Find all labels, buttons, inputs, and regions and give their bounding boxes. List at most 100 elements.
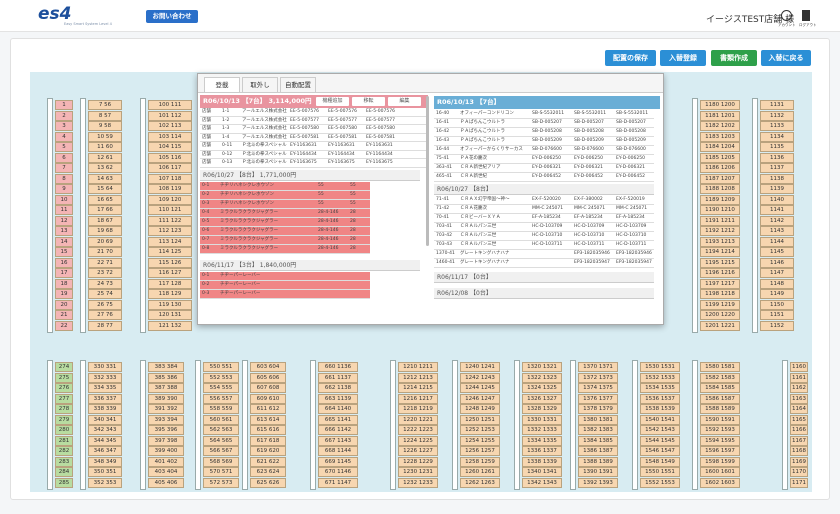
machine-cell[interactable]: 111 122 bbox=[148, 215, 192, 226]
machine-cell[interactable]: 119 130 bbox=[148, 299, 192, 310]
table-row[interactable]: 16-43 ＰＡぱちんこウルトラ SB-D-005209 SB-D-005209 SB-… bbox=[434, 137, 654, 146]
machine-cell[interactable]: 8 57 bbox=[88, 110, 122, 121]
machine-cell[interactable]: 116 127 bbox=[148, 268, 192, 278]
machine-cell[interactable]: 1590 1591 bbox=[700, 414, 740, 425]
machine-cell[interactable]: 121 132 bbox=[148, 320, 192, 331]
machine-cell[interactable]: 5 bbox=[55, 142, 73, 152]
machine-cell[interactable]: 120 131 bbox=[148, 310, 192, 320]
machine-cell[interactable]: 1146 bbox=[760, 257, 794, 268]
machine-cell[interactable]: 623 624 bbox=[250, 467, 286, 477]
machine-cell[interactable]: 570 571 bbox=[203, 467, 239, 477]
machine-cell[interactable]: 13 bbox=[55, 226, 73, 236]
machine-cell[interactable]: 19 68 bbox=[88, 226, 122, 236]
machine-cell[interactable]: 17 bbox=[55, 268, 73, 278]
machine-cell[interactable]: 102 113 bbox=[148, 121, 192, 131]
machine-cell[interactable]: 110 121 bbox=[148, 205, 192, 215]
machine-cell[interactable]: 562 563 bbox=[203, 425, 239, 435]
machine-cell[interactable]: 668 1144 bbox=[318, 446, 358, 456]
machine-cell[interactable]: 346 347 bbox=[88, 446, 122, 456]
machine-cell[interactable]: 278 bbox=[55, 404, 73, 414]
toolbar-button[interactable]: 入替登録 bbox=[660, 50, 706, 66]
machine-cell[interactable]: 1592 1593 bbox=[700, 425, 740, 435]
machine-cell[interactable]: 7 56 bbox=[88, 100, 122, 110]
machine-cell[interactable]: 15 bbox=[55, 247, 73, 257]
machine-cell[interactable]: 550 551 bbox=[203, 362, 239, 372]
machine-cell[interactable]: 1248 1249 bbox=[460, 404, 500, 414]
table-row[interactable]: 71-42 ＣＲＡ花慶次 MM-C 245071 MM-C 245071 MM-C 24… bbox=[434, 205, 654, 214]
machine-cell[interactable]: 1340 1341 bbox=[522, 467, 562, 477]
machine-cell[interactable]: 114 125 bbox=[148, 247, 192, 257]
machine-cell[interactable]: 1382 1383 bbox=[578, 425, 618, 435]
machine-cell[interactable]: 1320 1321 bbox=[522, 362, 562, 372]
machine-cell[interactable]: 22 bbox=[55, 320, 73, 331]
machine-cell[interactable]: 19 bbox=[55, 289, 73, 299]
machine-cell[interactable]: 1166 bbox=[790, 425, 808, 435]
machine-cell[interactable]: 18 bbox=[55, 278, 73, 289]
machine-cell[interactable]: 1374 1375 bbox=[578, 383, 618, 393]
machine-cell[interactable]: 16 bbox=[55, 257, 73, 268]
machine-cell[interactable]: 1530 1531 bbox=[640, 362, 680, 372]
machine-cell[interactable]: 14 bbox=[55, 236, 73, 247]
machine-cell[interactable]: 1165 bbox=[790, 414, 808, 425]
machine-cell[interactable]: 1392 1393 bbox=[578, 477, 618, 488]
table-row[interactable]: 店舗 1-3 アールエルス株式会社 EE-5-007580 EE-5-007580 EE-… bbox=[200, 125, 426, 134]
table-row[interactable]: 0-2 チヂーパーレーバー bbox=[200, 281, 370, 290]
machine-cell[interactable]: 1324 1325 bbox=[522, 383, 562, 393]
machine-cell[interactable]: 1332 1333 bbox=[522, 425, 562, 435]
machine-cell[interactable]: 8 bbox=[55, 173, 73, 184]
machine-cell[interactable]: 352 353 bbox=[88, 477, 122, 488]
table-row[interactable]: 16-41 ＰＡぱちんこウルトラ SB-D-005207 SB-D-005207 SB-… bbox=[434, 119, 654, 128]
machine-cell[interactable]: 1145 bbox=[760, 247, 794, 257]
machine-cell[interactable]: 115 126 bbox=[148, 257, 192, 268]
machine-cell[interactable]: 1187 1207 bbox=[700, 173, 740, 184]
machine-cell[interactable]: 12 bbox=[55, 215, 73, 226]
machine-cell[interactable]: 348 349 bbox=[88, 456, 122, 467]
machine-cell[interactable]: 12 61 bbox=[88, 152, 122, 163]
machine-cell[interactable]: 1262 1263 bbox=[460, 477, 500, 488]
machine-cell[interactable]: 1552 1553 bbox=[640, 477, 680, 488]
table-row[interactable]: 店舗 0-13 Ｐ北斗の拳スペシャル EY-1163675 EY-1163675 EY-1… bbox=[200, 159, 426, 168]
machine-cell[interactable]: 1370 1371 bbox=[578, 362, 618, 372]
machine-cell[interactable]: 2 bbox=[55, 110, 73, 121]
machine-cell[interactable]: 1372 1373 bbox=[578, 372, 618, 383]
machine-cell[interactable]: 1185 1205 bbox=[700, 152, 740, 163]
machine-cell[interactable]: 660 1136 bbox=[318, 362, 358, 372]
machine-cell[interactable]: 1162 bbox=[790, 383, 808, 393]
machine-cell[interactable]: 22 71 bbox=[88, 257, 122, 268]
machine-cell[interactable]: 1131 bbox=[760, 100, 794, 110]
machine-cell[interactable]: 387 388 bbox=[148, 383, 184, 393]
table-row[interactable]: 70-41 ＣＲビーバーＸＹＡ EF-A-185234 EF-A-185234 EF-A… bbox=[434, 214, 654, 223]
machine-cell[interactable]: 1151 bbox=[760, 310, 794, 320]
machine-cell[interactable]: 613 614 bbox=[250, 414, 286, 425]
machine-cell[interactable]: 27 76 bbox=[88, 310, 122, 320]
machine-cell[interactable]: 1163 bbox=[790, 393, 808, 404]
table-row[interactable]: 0-2 チヂリハネシクレホウゾン 55 55 bbox=[200, 191, 370, 200]
machine-cell[interactable]: 1390 1391 bbox=[578, 467, 618, 477]
machine-cell[interactable]: 662 1138 bbox=[318, 383, 358, 393]
table-row[interactable]: 16-44 オフィーパーからくりサーカス SB-D-076600 SB-D-07660… bbox=[434, 146, 654, 155]
machine-cell[interactable]: 572 573 bbox=[203, 477, 239, 488]
machine-cell[interactable]: 9 bbox=[55, 184, 73, 194]
machine-cell[interactable]: 6 bbox=[55, 152, 73, 163]
machine-cell[interactable]: 283 bbox=[55, 456, 73, 467]
machine-cell[interactable]: 1216 1217 bbox=[398, 393, 438, 404]
machine-cell[interactable]: 101 112 bbox=[148, 110, 192, 121]
machine-cell[interactable]: 1170 bbox=[790, 467, 808, 477]
machine-cell[interactable]: 1220 1221 bbox=[398, 414, 438, 425]
machine-cell[interactable]: 664 1140 bbox=[318, 404, 358, 414]
machine-cell[interactable]: 605 606 bbox=[250, 372, 286, 383]
machine-cell[interactable]: 1342 1343 bbox=[522, 477, 562, 488]
machine-cell[interactable]: 105 116 bbox=[148, 152, 192, 163]
machine-cell[interactable]: 383 384 bbox=[148, 362, 184, 372]
machine-cell[interactable]: 1136 bbox=[760, 152, 794, 163]
machine-cell[interactable]: 15 64 bbox=[88, 184, 122, 194]
machine-cell[interactable]: 1542 1543 bbox=[640, 425, 680, 435]
machine-cell[interactable]: 1250 1251 bbox=[460, 414, 500, 425]
machine-cell[interactable]: 1338 1339 bbox=[522, 456, 562, 467]
machine-cell[interactable]: 7 bbox=[55, 163, 73, 173]
machine-cell[interactable]: 1580 1581 bbox=[700, 362, 740, 372]
machine-cell[interactable]: 1191 1211 bbox=[700, 215, 740, 226]
machine-cell[interactable]: 1168 bbox=[790, 446, 808, 456]
table-row[interactable]: 0-1 チヂーパーレーバー bbox=[200, 272, 370, 281]
table-row[interactable]: 店舗 0-11 Ｐ北斗の拳スペシャル EY-1163631 EY-1163631 EY-1… bbox=[200, 142, 426, 151]
